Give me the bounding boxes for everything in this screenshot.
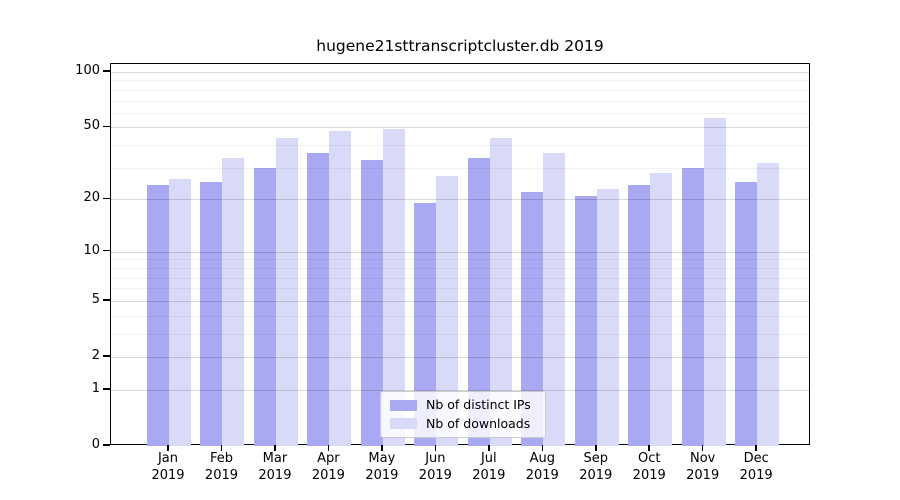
bar-downloads-jun — [436, 176, 459, 446]
x-tick-mark — [220, 445, 223, 451]
downloads-swatch-icon — [390, 418, 417, 430]
gridline — [111, 300, 809, 302]
x-tick-mark — [488, 445, 490, 451]
gridline — [111, 80, 809, 82]
y-tick-label: 2 — [91, 347, 100, 363]
y-tick-mark — [103, 444, 110, 446]
y-tick-label: 1 — [91, 380, 100, 396]
x-tick-label-jul: Jul 2019 — [472, 451, 506, 483]
legend-label-distinct-ips: Nb of distinct IPs — [426, 397, 531, 413]
gridline — [111, 199, 809, 201]
gridline — [111, 89, 809, 91]
gridline — [111, 288, 809, 290]
bar-distinct-ips-dec — [735, 182, 758, 446]
y-tick-label: 0 — [91, 437, 100, 452]
x-tick-mark — [434, 445, 437, 451]
bar-distinct-ips-aug — [521, 191, 544, 446]
x-tick-label-jan: Jan 2019 — [151, 451, 185, 483]
legend-entry-downloads: Nb of downloads — [390, 415, 536, 431]
bar-downloads-aug — [543, 153, 566, 446]
x-tick-mark — [327, 445, 330, 451]
bar-distinct-ips-sep — [574, 195, 597, 446]
bar-distinct-ips-apr — [307, 153, 330, 446]
y-tick-label: 20 — [83, 190, 100, 206]
x-tick-label-nov: Nov 2019 — [686, 451, 720, 483]
gridline — [111, 112, 809, 114]
y-tick-mark — [103, 197, 110, 200]
plot-area — [110, 63, 810, 446]
gridline — [111, 251, 809, 253]
chart-title: hugene21sttranscriptcluster.db 2019 — [316, 37, 604, 55]
bar-distinct-ips-feb — [200, 182, 223, 446]
x-tick-mark — [648, 445, 650, 451]
gridline — [111, 145, 809, 147]
gridline — [111, 127, 809, 129]
x-tick-mark — [755, 445, 757, 451]
gridline — [111, 72, 809, 73]
gridline — [111, 267, 809, 269]
legend-entry-distinct-ips: Nb of distinct IPs — [390, 398, 536, 412]
legend-label-downloads: Nb of downloads — [426, 415, 531, 431]
bar-distinct-ips-jul — [467, 157, 490, 446]
gridline — [111, 100, 809, 102]
x-tick-label-sep: Sep 2019 — [579, 451, 613, 483]
bar-downloads-dec — [757, 162, 780, 446]
bar-downloads-mar — [275, 137, 298, 446]
x-tick-label-aug: Aug 2019 — [525, 451, 559, 483]
x-tick-label-oct: Oct 2019 — [632, 451, 666, 483]
gridline — [111, 277, 809, 279]
bar-distinct-ips-nov — [681, 167, 704, 446]
bar-downloads-sep — [596, 188, 619, 446]
x-tick-mark — [381, 445, 383, 451]
bar-distinct-ips-may — [360, 160, 383, 446]
bar-distinct-ips-mar — [253, 167, 276, 446]
y-tick-label: 5 — [91, 291, 100, 307]
x-tick-label-feb: Feb 2019 — [204, 451, 239, 483]
x-tick-mark — [541, 445, 544, 451]
bar-downloads-oct — [650, 173, 673, 446]
y-tick-mark — [103, 388, 110, 390]
bar-downloads-jul — [489, 137, 512, 446]
bar-distinct-ips-jun — [414, 203, 437, 446]
bar-downloads-jan — [169, 178, 191, 446]
gridline — [111, 315, 809, 317]
x-tick-mark — [595, 445, 597, 451]
gridline — [111, 259, 809, 261]
bar-downloads-apr — [329, 130, 352, 446]
y-tick-label: 50 — [83, 118, 100, 134]
bar-distinct-ips-oct — [628, 185, 651, 446]
x-tick-mark — [274, 445, 276, 451]
x-tick-label-apr: Apr 2019 — [311, 451, 345, 483]
x-tick-mark — [167, 445, 169, 451]
y-tick-mark — [103, 249, 110, 252]
x-tick-label-may: May 2019 — [365, 451, 399, 483]
x-tick-label-jun: Jun 2019 — [418, 451, 452, 483]
gridline — [111, 333, 809, 335]
y-tick-label: 100 — [75, 62, 100, 78]
y-tick-mark — [103, 355, 110, 357]
x-tick-label-mar: Mar 2019 — [258, 451, 292, 483]
gridline — [111, 389, 809, 391]
y-tick-label: 10 — [83, 242, 100, 258]
y-tick-mark — [103, 70, 110, 72]
gridline — [111, 357, 809, 358]
bar-distinct-ips-jan — [147, 185, 169, 446]
bar-downloads-may — [382, 129, 405, 446]
gridline — [111, 167, 809, 169]
x-tick-label-dec: Dec 2019 — [739, 451, 773, 483]
y-tick-mark — [103, 299, 110, 301]
distinct-ips-swatch-icon — [390, 399, 417, 411]
x-tick-mark — [701, 445, 704, 451]
y-tick-mark — [103, 125, 110, 128]
bar-downloads-feb — [222, 157, 245, 446]
bar-downloads-nov — [703, 118, 726, 446]
legend: Nb of distinct IPs Nb of downloads — [380, 391, 546, 438]
